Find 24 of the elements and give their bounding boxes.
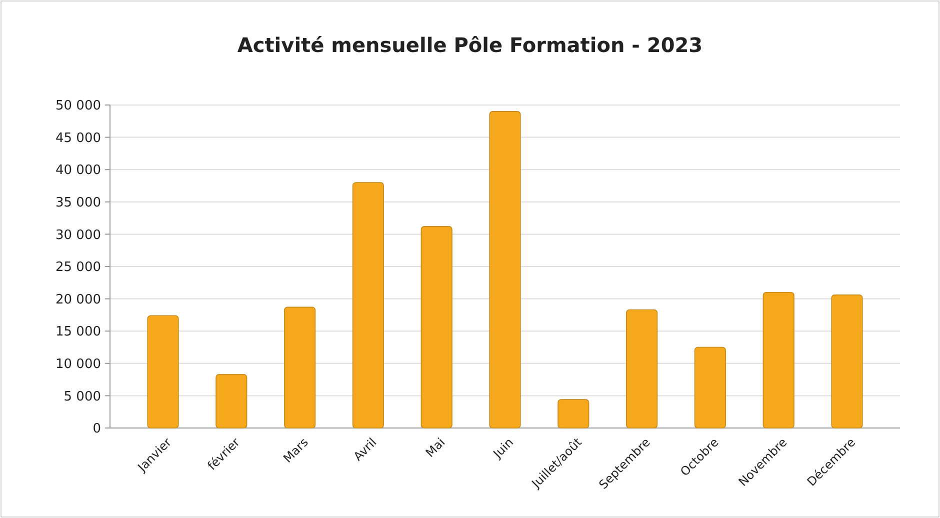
bar [694, 346, 726, 428]
bar [284, 306, 316, 428]
y-tick-label: 20 000 [56, 292, 101, 308]
x-tick-label: Mai [422, 435, 448, 460]
y-tick-label: 5 000 [64, 389, 101, 404]
bar [762, 292, 794, 428]
y-tick-label: 25 000 [56, 260, 101, 276]
y-tick-label: 0 [92, 422, 101, 437]
chart-title: Activité mensuelle Pôle Formation - 2023 [237, 33, 703, 57]
y-tick-label: 45 000 [56, 130, 101, 146]
bar [352, 182, 384, 428]
bar [420, 226, 452, 428]
y-tick-label: 10 000 [56, 356, 101, 372]
bar [558, 399, 590, 428]
bar [831, 294, 863, 428]
y-tick-label: 30 000 [56, 228, 101, 243]
y-tick-label: 50 000 [56, 98, 101, 114]
y-tick-label: 35 000 [56, 195, 101, 210]
bar [489, 111, 521, 428]
y-tick-label: 40 000 [56, 163, 101, 178]
bar [147, 315, 179, 428]
y-tick-label: 15 000 [56, 324, 101, 340]
bar [626, 309, 658, 428]
bar [216, 374, 248, 428]
